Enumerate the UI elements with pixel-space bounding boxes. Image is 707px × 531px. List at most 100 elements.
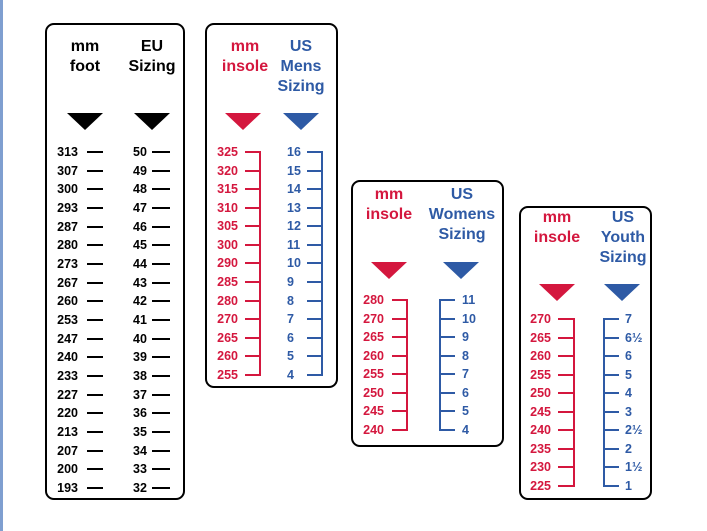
left-scale-label: 225 [530, 479, 551, 494]
left-scale-label: 260 [57, 294, 78, 309]
right-scale-tick [604, 355, 619, 358]
right-scale-label: 13 [287, 200, 301, 215]
right-scale-tick [604, 429, 619, 432]
right-scale-label: 49 [133, 163, 147, 178]
right-scale-tick [152, 244, 170, 247]
right-scale-label: 37 [133, 387, 147, 402]
right-scale-label: 46 [133, 219, 147, 234]
left-scale-tick [245, 151, 260, 153]
left-scale-tick [392, 317, 407, 320]
right-scale-label: 15 [287, 163, 301, 178]
left-scale-label: 270 [217, 312, 238, 327]
left-scale-tick [87, 468, 103, 471]
right-scale-label: 38 [133, 369, 147, 384]
right-scale-tick [440, 354, 455, 357]
right-scale-tick [152, 281, 170, 284]
left-column-header: mm insole [365, 186, 413, 223]
right-scale-tick [307, 225, 322, 228]
left-scale-tick [245, 318, 260, 321]
right-scale-tick [152, 393, 170, 396]
left-scale-tick [87, 449, 103, 452]
left-scale-label: 250 [530, 386, 551, 401]
right-scale-label: 44 [133, 257, 147, 272]
left-scale-tick [245, 355, 260, 358]
left-scale-label: 290 [217, 256, 238, 271]
left-scale-label: 325 [217, 145, 238, 159]
left-scale-tick [245, 188, 260, 191]
left-scale-label: 230 [530, 460, 551, 475]
right-scale-axis [603, 318, 605, 488]
left-scale-label: 255 [217, 367, 238, 382]
right-scale-tick [152, 319, 170, 322]
right-scale-label: 6 [625, 349, 632, 364]
left-scale-tick [87, 151, 103, 153]
left-scale-label: 200 [57, 462, 78, 477]
left-scale-tick [392, 299, 407, 301]
left-scale-tick [87, 300, 103, 303]
left-scale-label: 240 [363, 422, 384, 437]
right-scale-tick [307, 373, 322, 376]
right-scale-tick [307, 243, 322, 246]
right-scale-label: 6½ [625, 330, 643, 345]
left-scale-tick [558, 392, 574, 395]
left-scale-tick [392, 410, 407, 413]
left-scale-tick [87, 375, 103, 378]
left-scale-label: 240 [57, 350, 78, 365]
right-scale-tick [604, 336, 619, 339]
right-scale-tick [152, 468, 170, 471]
right-scale-label: 11 [462, 293, 476, 307]
right-scale-label: 10 [462, 311, 476, 326]
left-scale-label: 260 [363, 348, 384, 363]
right-scale-tick [152, 431, 170, 434]
right-scale-tick [440, 299, 455, 301]
left-scale-tick [392, 336, 407, 339]
left-scale-tick [87, 207, 103, 209]
right-scale-label: 39 [133, 350, 147, 365]
right-scale-label: 9 [462, 330, 469, 345]
right-scale-tick [440, 373, 455, 376]
right-scale-label: 1 [625, 479, 632, 494]
right-scale-tick [440, 317, 455, 320]
left-edge-bar [0, 0, 3, 531]
right-scale-label: 36 [133, 406, 147, 421]
left-scale-tick [245, 299, 260, 302]
left-scale-axis [573, 318, 575, 488]
right-scale-label: 10 [287, 256, 301, 271]
right-scale-tick [307, 299, 322, 302]
right-scale-label: 6 [462, 385, 469, 400]
left-scale-tick [87, 412, 103, 415]
left-arrow-icon [539, 284, 575, 301]
left-scale-tick [87, 356, 103, 359]
left-column-header: mm insole [221, 38, 269, 75]
right-scale-tick [604, 485, 619, 488]
left-scale-tick [245, 262, 260, 265]
right-scale-label: 12 [287, 219, 301, 234]
right-scale-label: 35 [133, 425, 147, 440]
right-scale-tick [440, 336, 455, 339]
right-scale-tick [152, 188, 170, 191]
right-scale-tick [152, 356, 170, 359]
left-scale-tick [558, 429, 574, 432]
left-scale-tick [87, 188, 103, 191]
right-scale-label: 42 [133, 294, 147, 309]
right-scale-tick [604, 318, 619, 320]
right-scale-label: 9 [287, 275, 294, 290]
right-scale-label: 1½ [625, 460, 643, 475]
left-scale-label: 285 [217, 275, 238, 290]
left-scale-tick [245, 225, 260, 228]
insole-us-womens-panel [351, 180, 504, 447]
right-scale-axis [321, 151, 323, 376]
left-scale-axis [259, 151, 261, 376]
right-scale-label: 3 [625, 404, 632, 419]
right-scale-tick [152, 300, 170, 303]
left-scale-tick [558, 447, 574, 450]
left-scale-tick [87, 225, 103, 228]
left-scale-label: 265 [530, 330, 551, 345]
right-scale-label: 4 [462, 422, 469, 437]
right-scale-label: 4 [287, 367, 294, 382]
left-scale-label: 320 [217, 163, 238, 178]
right-scale-tick [440, 391, 455, 394]
right-scale-label: 5 [287, 349, 294, 364]
left-scale-tick [87, 244, 103, 247]
right-scale-axis [439, 299, 441, 431]
